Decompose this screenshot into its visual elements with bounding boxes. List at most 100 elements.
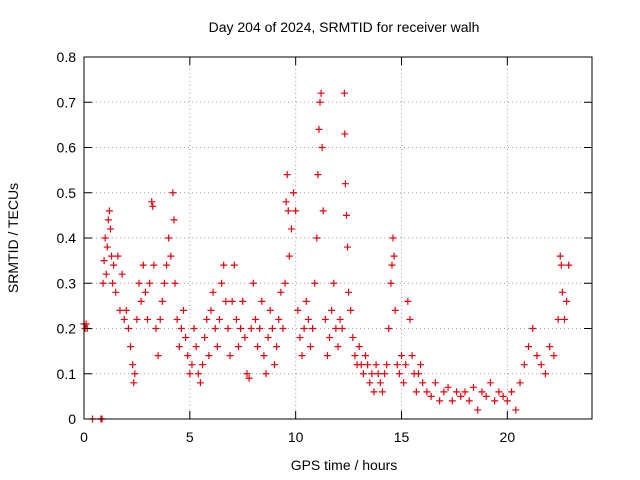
data-point	[558, 288, 566, 296]
data-point	[340, 89, 348, 97]
data-point	[239, 297, 247, 305]
data-point	[465, 397, 473, 405]
data-point	[381, 370, 389, 378]
data-point	[306, 343, 314, 351]
data-point	[364, 361, 372, 369]
data-point	[256, 325, 264, 332]
data-point	[400, 379, 408, 387]
data-point	[156, 315, 164, 323]
data-point	[144, 315, 151, 323]
data-point	[388, 261, 396, 269]
data-point	[199, 361, 207, 369]
data-point	[292, 207, 300, 215]
data-point	[194, 370, 202, 378]
data-point	[296, 334, 304, 342]
data-point	[372, 361, 380, 369]
data-point	[316, 98, 324, 106]
data-point	[268, 325, 276, 332]
data-point	[287, 225, 295, 233]
data-point	[508, 388, 516, 396]
data-point	[323, 352, 331, 360]
data-point	[319, 207, 327, 215]
data-point	[300, 325, 308, 332]
data-point	[431, 379, 439, 387]
data-point	[512, 406, 520, 414]
data-point	[338, 325, 346, 332]
data-point	[469, 383, 477, 391]
data-point	[520, 361, 528, 369]
data-point	[100, 257, 108, 265]
data-point	[294, 306, 302, 314]
data-point	[131, 370, 139, 378]
data-point	[258, 297, 266, 305]
y-tick-label: 0.4	[57, 230, 77, 246]
data-point	[124, 325, 132, 332]
data-point	[389, 234, 397, 242]
data-point	[175, 343, 183, 351]
data-point	[311, 279, 319, 287]
data-point	[362, 352, 370, 360]
data-point	[122, 306, 130, 314]
data-point	[279, 325, 287, 332]
data-point	[104, 216, 112, 224]
data-point	[387, 279, 395, 287]
data-point	[215, 315, 223, 323]
data-point	[366, 379, 374, 387]
data-point	[167, 252, 175, 260]
data-point	[390, 252, 398, 260]
data-point	[404, 297, 412, 305]
data-point	[453, 388, 461, 396]
data-point	[383, 361, 391, 369]
data-point	[218, 279, 226, 287]
data-point	[444, 383, 452, 391]
data-point	[556, 252, 564, 260]
data-point	[249, 279, 257, 287]
data-point	[406, 315, 414, 323]
data-point	[359, 370, 367, 378]
data-point	[557, 261, 565, 269]
data-point	[313, 234, 321, 242]
data-point	[237, 325, 245, 332]
y-tick-label: 0.5	[57, 185, 77, 201]
data-point	[376, 379, 384, 387]
y-tick-label: 0.2	[57, 321, 77, 337]
data-point	[334, 343, 342, 351]
data-point	[408, 352, 416, 360]
data-point	[419, 379, 427, 387]
data-point	[533, 352, 541, 360]
data-point	[209, 288, 217, 296]
data-point	[177, 325, 185, 332]
data-point	[537, 361, 545, 369]
data-point	[146, 279, 154, 287]
data-point	[474, 406, 482, 414]
data-point	[378, 388, 386, 396]
y-tick-label: 0.6	[57, 140, 77, 156]
data-point	[245, 374, 253, 382]
data-point	[141, 288, 149, 296]
data-point	[395, 370, 403, 378]
data-point	[247, 325, 255, 332]
data-point	[196, 379, 204, 387]
data-point	[277, 288, 285, 296]
x-tick-label: 0	[80, 429, 88, 445]
data-point	[139, 261, 147, 269]
data-point	[207, 306, 215, 314]
data-point	[423, 388, 431, 396]
data-point	[135, 279, 143, 287]
data-point	[417, 361, 425, 369]
data-point	[271, 361, 278, 369]
data-point	[102, 270, 110, 278]
data-point	[281, 279, 289, 287]
data-point	[391, 306, 399, 314]
x-axis-label: GPS time / hours	[291, 457, 398, 473]
data-point	[282, 198, 290, 206]
data-point	[436, 397, 444, 405]
data-point	[112, 288, 120, 296]
data-point	[213, 343, 221, 351]
data-point	[398, 352, 405, 360]
data-point	[565, 261, 573, 269]
data-point	[563, 297, 571, 305]
data-point	[349, 334, 357, 342]
data-point	[370, 388, 378, 396]
data-point	[318, 144, 326, 151]
